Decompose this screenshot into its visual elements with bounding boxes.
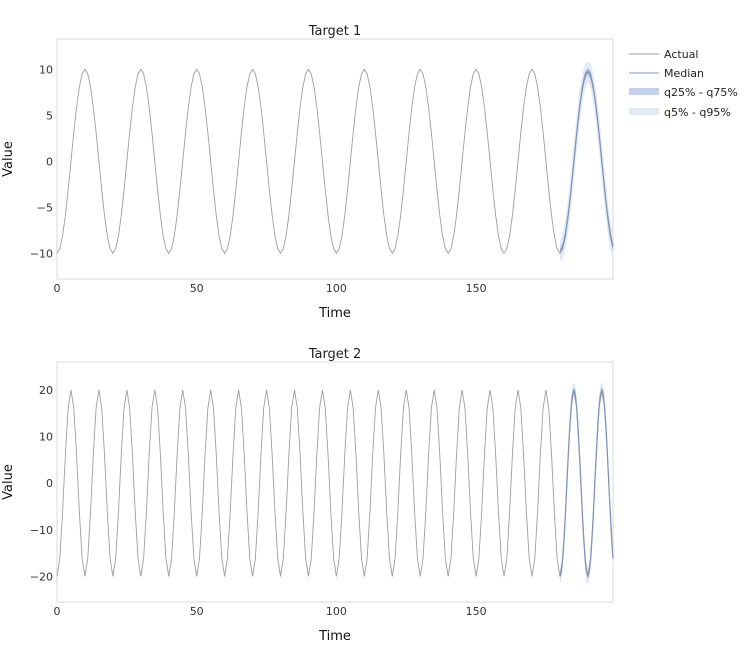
- actual-line-2: [56, 389, 614, 577]
- y-tick-label: 10: [39, 431, 53, 444]
- legend-swatch-q25-q75: [629, 88, 659, 95]
- actual-line-1: [56, 68, 614, 255]
- x-tick-label: 100: [326, 605, 347, 618]
- panel-target-1: Target 1 Time Value 0 50 100 150 −10 −5 0 5 10: [1, 24, 614, 321]
- y-tick-labels-1: −10 −5 0 5 10: [30, 63, 53, 260]
- x-tick-label: 150: [466, 605, 487, 618]
- median-line-1: [559, 71, 614, 251]
- x-tick-label: 150: [466, 282, 487, 295]
- y-tick-label: 0: [46, 155, 53, 168]
- x-tick-label: 50: [190, 282, 204, 295]
- y-tick-label: −10: [30, 247, 53, 260]
- legend-label-q25-q75: q25% - q75%: [664, 86, 738, 99]
- x-tick-label: 50: [190, 605, 204, 618]
- x-axis-label-1: Time: [318, 306, 351, 321]
- y-tick-label: 5: [46, 109, 53, 122]
- series-1: [56, 61, 614, 261]
- x-tick-labels-1: 0 50 100 150: [54, 282, 487, 295]
- y-tick-label: 0: [46, 477, 53, 490]
- panel-target-2: Target 2 Time Value 0 50 100 150 −20 −10 0 10 2…: [1, 347, 614, 644]
- y-tick-labels-2: −20 −10 0 10 20: [30, 384, 53, 583]
- legend-label-q5-q95: q5% - q95%: [664, 106, 731, 119]
- y-tick-label: 20: [39, 384, 53, 397]
- x-tick-label: 100: [326, 282, 347, 295]
- x-axis-label-2: Time: [318, 629, 351, 644]
- x-tick-label: 0: [54, 282, 61, 295]
- y-axis-label-1: Value: [1, 141, 16, 177]
- legend-label-median: Median: [664, 67, 704, 80]
- series-2: [56, 382, 614, 585]
- legend-label-actual: Actual: [664, 48, 698, 61]
- plot-area-1: [56, 38, 614, 280]
- y-tick-label: −10: [30, 524, 53, 537]
- y-tick-label: 10: [39, 63, 53, 76]
- y-axis-label-2: Value: [1, 464, 16, 500]
- y-tick-label: −5: [37, 201, 53, 214]
- legend: Actual Median q25% - q75% q5% - q95%: [629, 48, 738, 119]
- chart-title-2: Target 2: [308, 347, 362, 362]
- legend-swatch-q5-q95: [629, 108, 659, 115]
- x-tick-labels-2: 0 50 100 150: [54, 605, 487, 618]
- chart-title-1: Target 1: [308, 24, 362, 39]
- y-tick-label: −20: [30, 570, 53, 583]
- median-line-2: [559, 387, 614, 579]
- x-tick-label: 0: [54, 605, 61, 618]
